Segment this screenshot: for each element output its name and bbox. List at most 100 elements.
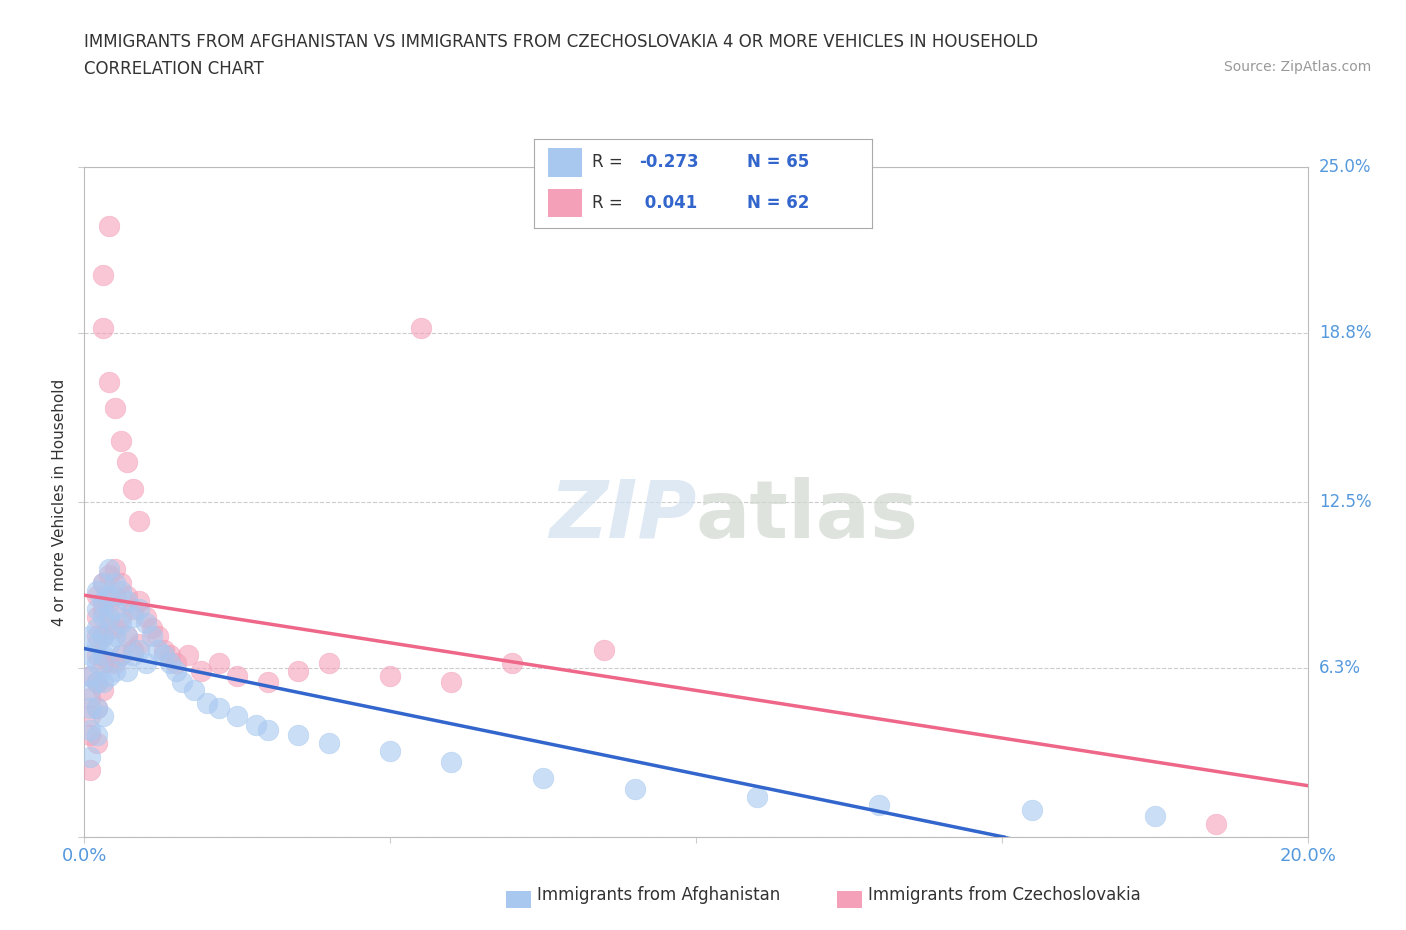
Point bbox=[190, 663, 212, 678]
Point bbox=[91, 267, 114, 282]
Point bbox=[97, 594, 120, 609]
Point bbox=[159, 656, 181, 671]
Point bbox=[97, 589, 120, 604]
Point bbox=[104, 401, 127, 416]
Point bbox=[380, 669, 402, 684]
Point bbox=[287, 728, 309, 743]
Point bbox=[91, 610, 114, 625]
Point bbox=[135, 610, 157, 625]
Point bbox=[257, 674, 280, 689]
Point bbox=[86, 583, 108, 598]
Point bbox=[91, 709, 114, 724]
Point bbox=[531, 771, 554, 786]
Point bbox=[79, 690, 101, 705]
Point bbox=[245, 717, 267, 732]
Point bbox=[380, 744, 402, 759]
Text: R =: R = bbox=[592, 194, 627, 212]
Point bbox=[91, 594, 114, 609]
Point bbox=[122, 482, 145, 497]
Point bbox=[146, 642, 169, 657]
Point bbox=[86, 701, 108, 716]
Point bbox=[440, 674, 463, 689]
Point bbox=[91, 602, 114, 617]
Point bbox=[128, 594, 150, 609]
Point bbox=[91, 656, 114, 671]
Point bbox=[153, 647, 176, 662]
Point bbox=[141, 629, 163, 644]
Point bbox=[79, 701, 101, 716]
Point bbox=[86, 701, 108, 716]
Point bbox=[97, 374, 120, 389]
Point bbox=[257, 723, 280, 737]
Point bbox=[110, 616, 132, 631]
Point bbox=[177, 647, 200, 662]
Point bbox=[104, 629, 127, 644]
Point bbox=[91, 683, 114, 698]
Point bbox=[159, 647, 181, 662]
Point bbox=[86, 637, 108, 652]
Point bbox=[104, 602, 127, 617]
Point bbox=[86, 629, 108, 644]
Point bbox=[79, 647, 101, 662]
Point bbox=[1205, 817, 1227, 831]
Text: 6.3%: 6.3% bbox=[1319, 659, 1361, 677]
Point bbox=[79, 709, 101, 724]
Text: 18.8%: 18.8% bbox=[1319, 325, 1371, 342]
Point bbox=[115, 589, 138, 604]
Point bbox=[226, 709, 249, 724]
Point bbox=[79, 669, 101, 684]
Point bbox=[409, 321, 432, 336]
Text: N = 65: N = 65 bbox=[747, 153, 808, 171]
Text: 12.5%: 12.5% bbox=[1319, 493, 1371, 512]
Text: R =: R = bbox=[592, 153, 627, 171]
Y-axis label: 4 or more Vehicles in Household: 4 or more Vehicles in Household bbox=[52, 379, 67, 626]
Text: Immigrants from Afghanistan: Immigrants from Afghanistan bbox=[537, 885, 780, 904]
Point bbox=[128, 602, 150, 617]
Point bbox=[624, 781, 647, 796]
Point bbox=[91, 629, 114, 644]
Point bbox=[79, 750, 101, 764]
Point bbox=[97, 669, 120, 684]
Point bbox=[104, 575, 127, 590]
Text: -0.273: -0.273 bbox=[638, 153, 699, 171]
Point bbox=[110, 433, 132, 448]
Point bbox=[172, 674, 194, 689]
Point bbox=[97, 219, 120, 233]
Point bbox=[287, 663, 309, 678]
Point bbox=[115, 629, 138, 644]
Text: 25.0%: 25.0% bbox=[1319, 158, 1371, 177]
Point bbox=[97, 562, 120, 577]
Bar bbox=[548, 189, 582, 218]
Bar bbox=[548, 148, 582, 177]
Point bbox=[128, 642, 150, 657]
Point bbox=[122, 602, 145, 617]
Point bbox=[165, 663, 187, 678]
Point bbox=[110, 647, 132, 662]
Point bbox=[208, 656, 231, 671]
Point bbox=[86, 589, 108, 604]
Point bbox=[135, 656, 157, 671]
Point bbox=[91, 629, 114, 644]
Point bbox=[122, 647, 145, 662]
Point bbox=[1143, 808, 1166, 823]
Point bbox=[104, 589, 127, 604]
Point bbox=[226, 669, 249, 684]
Point bbox=[86, 647, 108, 662]
Point bbox=[79, 683, 101, 698]
Point bbox=[86, 610, 108, 625]
Point bbox=[91, 674, 114, 689]
Point bbox=[97, 620, 120, 635]
Text: Immigrants from Czechoslovakia: Immigrants from Czechoslovakia bbox=[868, 885, 1140, 904]
Point bbox=[747, 790, 769, 804]
Point bbox=[97, 567, 120, 582]
Point bbox=[91, 647, 114, 662]
Point bbox=[79, 763, 101, 777]
Point bbox=[128, 513, 150, 528]
Point bbox=[208, 701, 231, 716]
Point bbox=[86, 728, 108, 743]
Point bbox=[97, 656, 120, 671]
Point bbox=[115, 594, 138, 609]
Point bbox=[97, 637, 120, 652]
Point bbox=[110, 583, 132, 598]
Point bbox=[86, 736, 108, 751]
